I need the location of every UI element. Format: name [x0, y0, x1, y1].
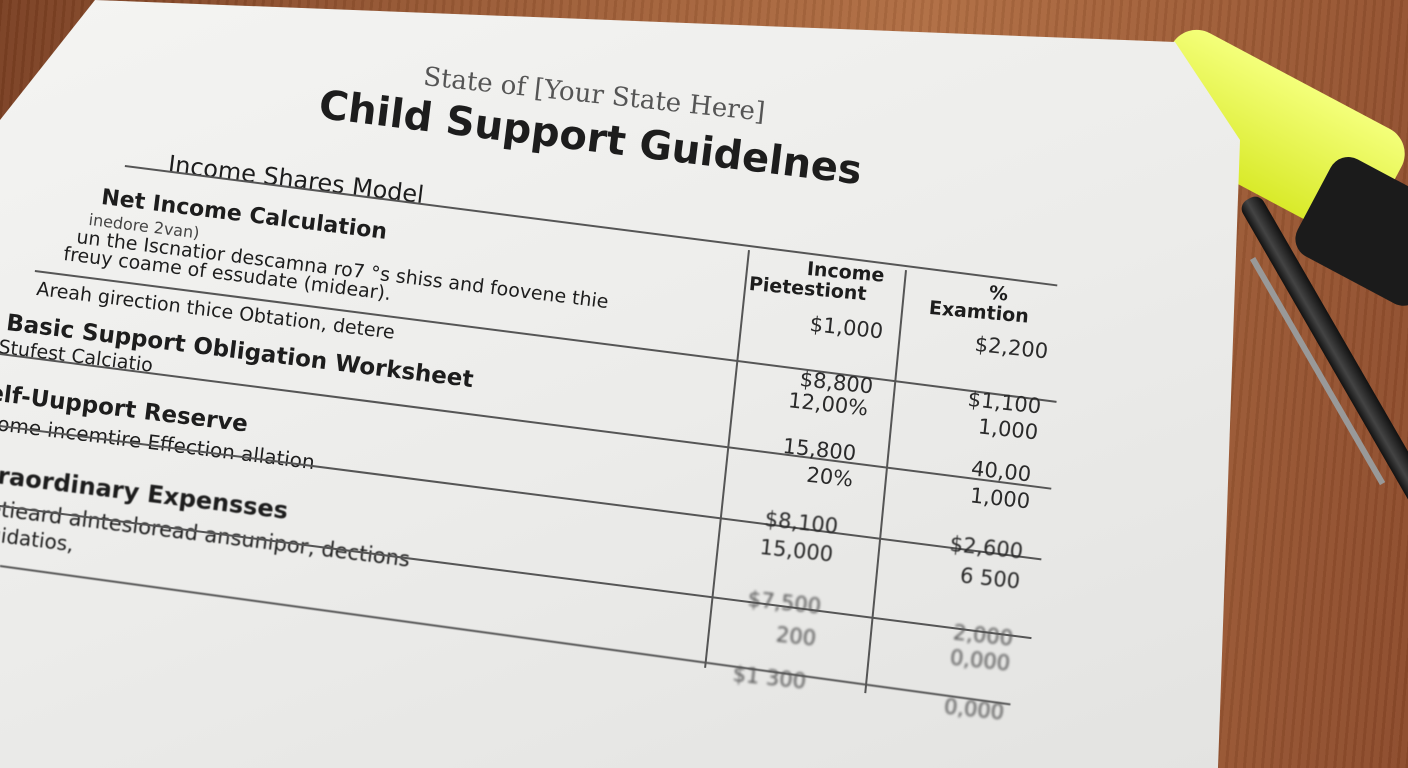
table-cell: 200 [774, 622, 818, 651]
table-cell: $2,200 [973, 331, 1050, 364]
table-cell: 0,000 [942, 694, 1006, 725]
rule [0, 565, 1011, 705]
table-header: Examtion [928, 297, 1030, 328]
table-cell: $1 300 [731, 661, 808, 694]
table-cell: $7,500 [746, 586, 823, 619]
table-cell: $1,000 [808, 311, 885, 344]
